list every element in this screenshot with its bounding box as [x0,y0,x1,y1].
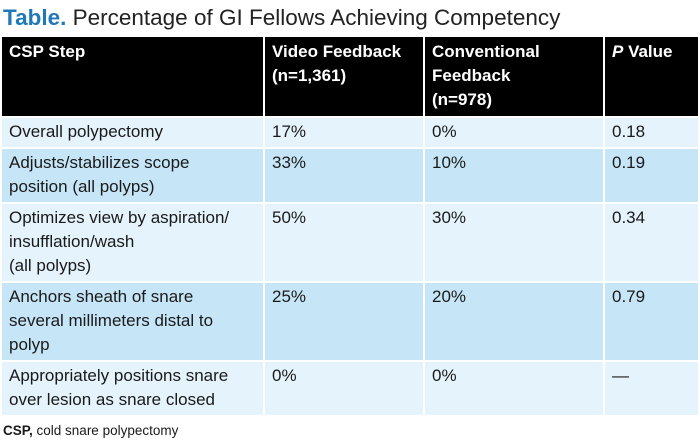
cell-step: Appropriately positions snare over lesion… [2,360,264,415]
cell-step: Overall polypectomy [2,116,264,148]
header-row: CSP Step Video Feedback (n=1,361) Conven… [2,37,698,117]
cell-video: 25% [263,281,424,361]
footnote-abbreviation: CSP, [3,423,33,438]
cell-p-value: — [603,360,698,415]
table-row: Adjusts/stabilizes scope position (all po… [2,147,698,203]
table-title-prefix: Table. [3,5,67,30]
cell-step: Adjusts/stabilizes scope position (all po… [2,147,264,203]
table-title-text: Percentage of GI Fellows Achieving Compe… [66,5,561,30]
cell-video: 50% [263,202,424,282]
cell-video: 0% [263,360,424,415]
cell-video: 17% [263,116,424,148]
cell-conventional: 10% [423,147,604,203]
cell-video: 33% [263,147,424,203]
cell-p-value: 0.79 [603,281,698,361]
header-conventional-feedback: Conventional Feedback (n=978) [423,37,604,117]
cell-p-value: 0.19 [603,147,698,203]
header-csp-step: CSP Step [2,37,264,117]
cell-p-value: 0.34 [603,202,698,282]
cell-conventional: 0% [423,360,604,415]
table-title: Table. Percentage of GI Fellows Achievin… [3,4,560,32]
table-row: Optimizes view by aspiration/insufflatio… [2,202,698,282]
cell-step: Optimizes view by aspiration/insufflatio… [2,202,264,282]
header-p-value: P Value [603,37,698,117]
cell-step: Anchors sheath of snare several millimete… [2,281,264,361]
table-row: Anchors sheath of snare several millimete… [2,281,698,361]
table-row: Overall polypectomy 17% 0% 0.18 [2,116,698,148]
footnote-text: cold snare polypectomy [32,423,179,438]
cell-conventional: 0% [423,116,604,148]
header-video-feedback: Video Feedback (n=1,361) [263,37,424,117]
cell-p-value: 0.18 [603,116,698,148]
cell-conventional: 30% [423,202,604,282]
competency-table: CSP Step Video Feedback (n=1,361) Conven… [2,37,698,415]
table-row: Appropriately positions snare over lesion… [2,360,698,415]
table-footnote: CSP, cold snare polypectomy [3,422,178,440]
cell-conventional: 20% [423,281,604,361]
